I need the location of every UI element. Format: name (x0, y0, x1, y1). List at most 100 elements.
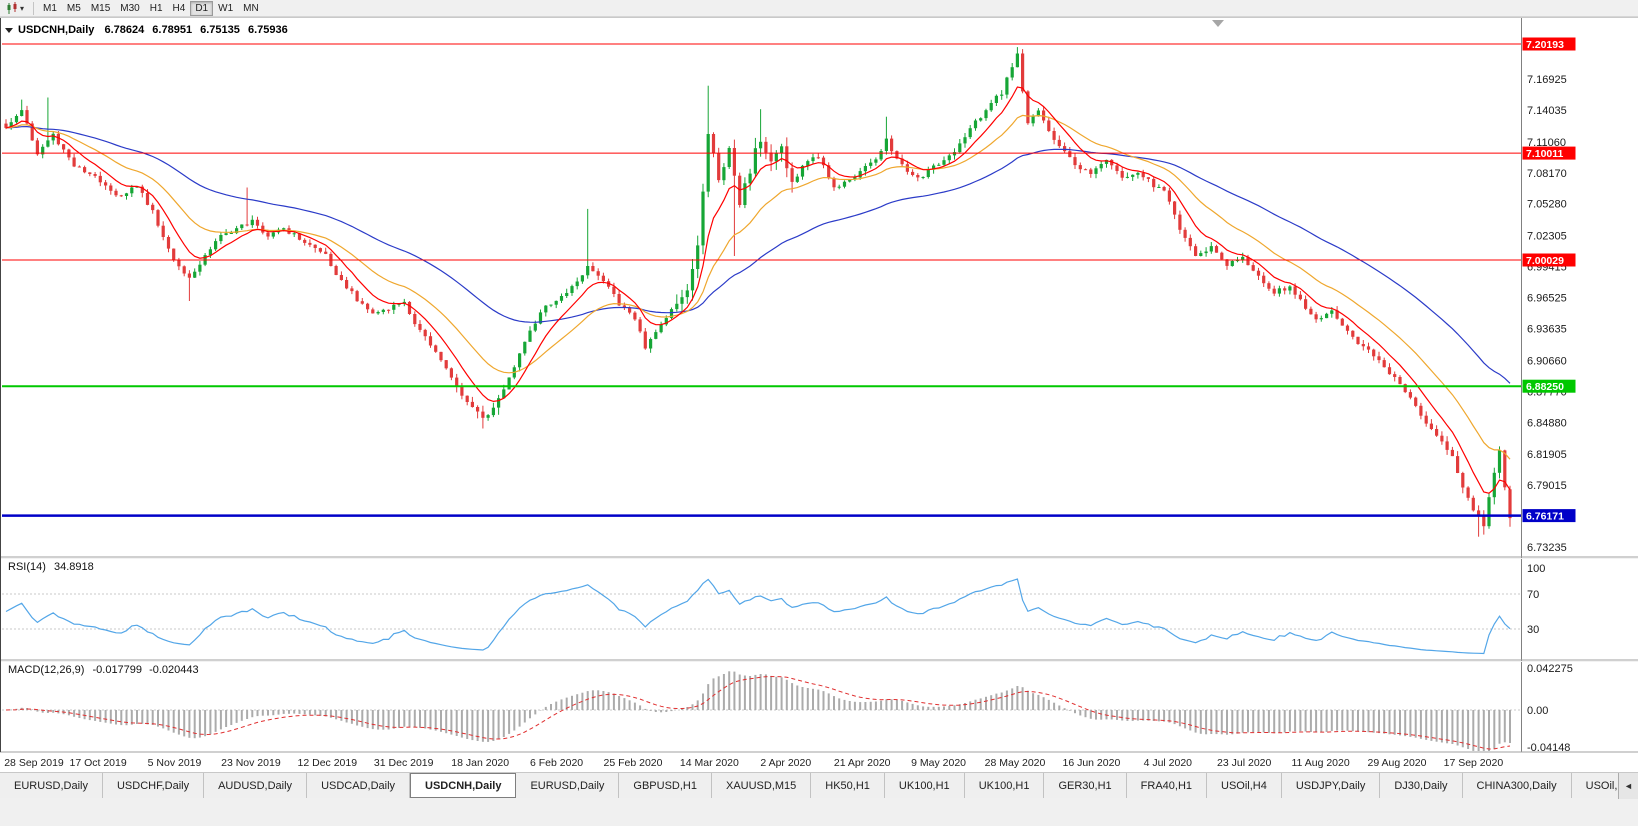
price-label-box-7.10011 (1522, 146, 1576, 160)
chart-tab-eurusd-daily[interactable]: EURUSD,Daily (516, 773, 620, 798)
moving-average-8-line (5, 86, 1511, 494)
svg-text:11 Aug 2020: 11 Aug 2020 (1291, 757, 1349, 769)
svg-text:9 May 2020: 9 May 2020 (911, 757, 966, 769)
svg-text:7.02305: 7.02305 (1527, 231, 1567, 243)
svg-text:5 Nov 2019: 5 Nov 2019 (148, 757, 202, 769)
svg-text:21 Apr 2020: 21 Apr 2020 (834, 757, 891, 769)
timeframe-button-h4[interactable]: H4 (172, 2, 186, 14)
svg-text:6.88250: 6.88250 (1526, 381, 1564, 393)
svg-text:12 Dec 2019: 12 Dec 2019 (298, 757, 358, 769)
svg-text:6.73235: 6.73235 (1527, 542, 1567, 554)
rsi-line (5, 578, 1511, 655)
chart-plot-area[interactable] (2, 19, 1519, 555)
macd-indicator-label: MACD(12,26,9) -0.017799 -0.020443 (8, 664, 199, 676)
chart-tab-fra40-h1[interactable]: FRA40,H1 (1127, 773, 1208, 798)
svg-text:31 Dec 2019: 31 Dec 2019 (374, 757, 434, 769)
svg-text:14 Mar 2020: 14 Mar 2020 (680, 757, 739, 769)
timeframe-button-mn[interactable]: MN (243, 2, 259, 14)
chart-tab-dj30-daily[interactable]: DJ30,Daily (1380, 773, 1463, 798)
svg-text:6.79015: 6.79015 (1527, 480, 1567, 492)
svg-text:6.81905: 6.81905 (1527, 449, 1567, 461)
chart-tab-usdcad-daily[interactable]: USDCAD,Daily (307, 773, 411, 798)
candles-layer (4, 47, 1512, 537)
chart-type-button[interactable]: ▾ (2, 1, 27, 16)
svg-text:6 Feb 2020: 6 Feb 2020 (530, 757, 583, 769)
timeframe-button-w1[interactable]: W1 (218, 2, 234, 14)
svg-text:7.11060: 7.11060 (1527, 137, 1566, 149)
svg-text:70: 70 (1527, 589, 1539, 601)
svg-text:4 Jul 2020: 4 Jul 2020 (1144, 757, 1193, 769)
svg-text:18 Jan 2020: 18 Jan 2020 (451, 757, 509, 769)
rsi-indicator-label: RSI(14) 34.8918 (8, 561, 94, 573)
one-click-trading-arrow-icon[interactable] (5, 28, 13, 33)
svg-text:100: 100 (1527, 563, 1545, 575)
svg-text:2 Apr 2020: 2 Apr 2020 (760, 757, 811, 769)
svg-text:25 Feb 2020: 25 Feb 2020 (604, 757, 663, 769)
svg-text:16 Jun 2020: 16 Jun 2020 (1062, 757, 1120, 769)
svg-text:6.84880: 6.84880 (1527, 417, 1567, 429)
svg-text:23 Nov 2019: 23 Nov 2019 (221, 757, 281, 769)
timeframe-button-h1[interactable]: H1 (149, 2, 163, 14)
chart-tab-usdchf-daily[interactable]: USDCHF,Daily (103, 773, 205, 798)
svg-text:17 Oct 2019: 17 Oct 2019 (69, 757, 126, 769)
price-axis[interactable]: 7.16925 7.14035 7.11060 7.08170 7.05280 7.023… (1521, 17, 1576, 754)
svg-text:7.14035: 7.14035 (1527, 105, 1567, 117)
toolbar-separator (33, 1, 35, 15)
chart-tab-usoil-h[interactable]: USOil,H (1572, 773, 1638, 798)
timeframe-button-d1[interactable]: D1 (190, 0, 214, 16)
macd-panel-area[interactable] (2, 662, 1519, 750)
tab-scroll-left-button[interactable]: ◄ (1618, 773, 1638, 799)
chart-tab-china300-daily[interactable]: CHINA300,Daily (1463, 773, 1572, 798)
svg-text:0.00: 0.00 (1527, 705, 1548, 717)
chart-tab-bar: EURUSD,Daily USDCHF,Daily AUDUSD,Daily USDC… (0, 772, 1638, 799)
chart-tab-audusd-daily[interactable]: AUDUSD,Daily (204, 773, 308, 798)
svg-text:7.05280: 7.05280 (1527, 199, 1567, 211)
timeframe-button-m30[interactable]: M30 (120, 2, 140, 14)
chart-shift-marker[interactable] (1212, 20, 1224, 27)
chart-tabs: EURUSD,Daily USDCHF,Daily AUDUSD,Daily USDC… (0, 773, 1638, 798)
chart-tab-usdjpy-daily[interactable]: USDJPY,Daily (1282, 773, 1381, 798)
chart-tab-usdcnh-daily[interactable]: USDCNH,Daily (410, 773, 517, 798)
timeframe-buttons: M1 M5 M15 M30 H1 H4 D1 W1 MN (38, 0, 264, 16)
svg-text:6.96525: 6.96525 (1527, 293, 1567, 305)
price-label-box-6.76171 (1522, 509, 1576, 523)
svg-text:7.00029: 7.00029 (1526, 255, 1564, 267)
macd-signal-line (5, 675, 1511, 750)
svg-text:0.042275: 0.042275 (1527, 663, 1573, 675)
timeframe-toolbar: ▾ M1 M5 M15 M30 H1 H4 D1 W1 MN (0, 0, 1638, 17)
chart-tab-usoil-h4[interactable]: USOil,H4 (1207, 773, 1282, 798)
svg-text:7.20193: 7.20193 (1526, 39, 1564, 51)
svg-text:28 Sep 2019: 28 Sep 2019 (4, 757, 64, 769)
svg-text:-0.04148: -0.04148 (1527, 742, 1570, 754)
timeframe-button-m15[interactable]: M15 (90, 2, 111, 14)
svg-text:6.90660: 6.90660 (1527, 355, 1567, 367)
svg-text:28 May 2020: 28 May 2020 (985, 757, 1046, 769)
svg-text:7.08170: 7.08170 (1527, 168, 1567, 180)
chevron-down-icon: ▾ (20, 3, 25, 13)
horizontal-levels-layer (2, 43, 1522, 517)
svg-text:6.93635: 6.93635 (1527, 324, 1567, 336)
candlestick-chart-icon (7, 1, 17, 14)
svg-text:30: 30 (1527, 624, 1539, 636)
price-label-box-6.88250 (1522, 379, 1576, 393)
price-label-box-7.20193 (1522, 37, 1576, 51)
rsi-panel-area[interactable] (2, 559, 1519, 657)
time-axis[interactable]: 28 Sep 2019 17 Oct 2019 5 Nov 2019 23 Nov 2… (0, 751, 1638, 769)
svg-text:7.16925: 7.16925 (1527, 74, 1567, 86)
svg-text:17 Sep 2020: 17 Sep 2020 (1444, 757, 1504, 769)
chart-window[interactable]: 7.16925 7.14035 7.11060 7.08170 7.05280 7.023… (0, 17, 1638, 772)
chart-tab-eurusd-daily[interactable]: EURUSD,Daily (0, 773, 103, 798)
svg-text:29 Aug 2020: 29 Aug 2020 (1368, 757, 1427, 769)
svg-text:23 Jul 2020: 23 Jul 2020 (1217, 757, 1271, 769)
timeframe-button-m5[interactable]: M5 (66, 2, 81, 14)
chart-tab-hk50-h1[interactable]: HK50,H1 (811, 773, 885, 798)
svg-text:7.10011: 7.10011 (1526, 148, 1564, 160)
chart-tab-gbpusd-h1[interactable]: GBPUSD,H1 (619, 773, 712, 798)
chart-tab-ger30-h1[interactable]: GER30,H1 (1044, 773, 1127, 798)
svg-text:6.76171: 6.76171 (1526, 511, 1564, 523)
chart-tab-uk100-h1[interactable]: UK100,H1 (965, 773, 1045, 798)
timeframe-button-m1[interactable]: M1 (43, 2, 57, 14)
chart-tab-uk100-h1[interactable]: UK100,H1 (885, 773, 965, 798)
chart-tab-xauusd-m15[interactable]: XAUUSD,M15 (712, 773, 812, 798)
